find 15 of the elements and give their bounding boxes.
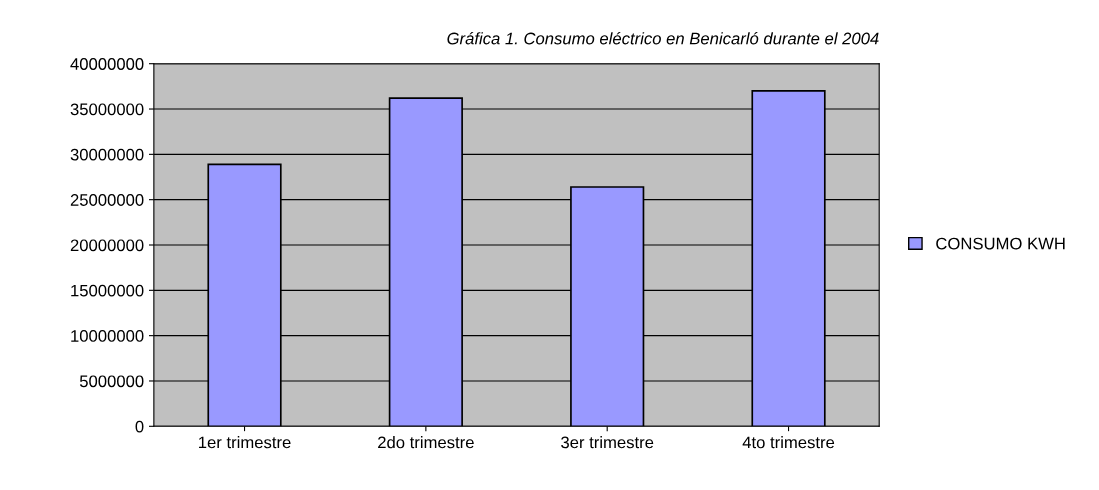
y-tick-label: 40000000	[70, 58, 144, 70]
x-tick-label: 2do trimestre	[378, 436, 474, 449]
y-tick-label: 30000000	[70, 148, 144, 161]
chart-title: Gráfica 1. Consumo eléctrico en Benicarló durante el 2004	[447, 31, 879, 45]
y-tick-label: 0	[135, 420, 144, 433]
x-tick-label: 4to trimestre	[742, 436, 835, 449]
y-tick-label: 5000000	[79, 375, 144, 388]
x-tick-label: 1er trimestre	[199, 436, 291, 449]
y-tick-label: 10000000	[71, 330, 144, 342]
y-tick-label: 25000000	[70, 194, 144, 206]
y-tick-label: 35000000	[70, 103, 144, 116]
y-tick-label: 20000000	[70, 239, 144, 252]
y-tick-label: 15000000	[71, 284, 144, 297]
x-tick-label: 3er trimestre	[561, 436, 654, 449]
legend-label: CONSUMO KWH	[936, 237, 1065, 250]
